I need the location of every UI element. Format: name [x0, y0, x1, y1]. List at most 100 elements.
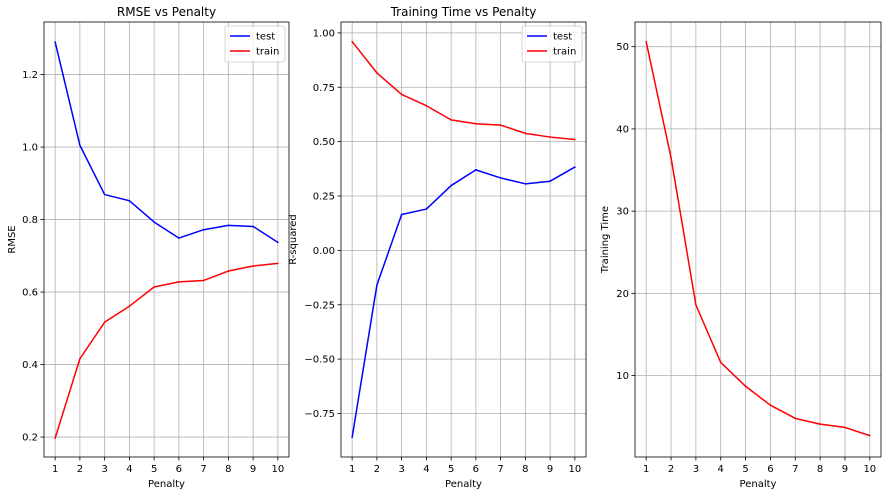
legend-box [521, 25, 583, 63]
subplot-3: 1 2 3 4 5 6 7 8 9 10 10 20 30 40 50 Penalty Training Tim… [600, 21, 882, 490]
y-tick-label: 0.75 [313, 83, 335, 94]
x-tick-label: 10 [271, 464, 284, 475]
chart-title: Training Time vs Penalty [390, 5, 537, 19]
x-axis-label: Penalty [445, 479, 482, 490]
x-tick-label: 3 [693, 464, 699, 475]
data-point [719, 361, 722, 364]
data-point [574, 166, 576, 168]
data-point [869, 434, 871, 437]
x-tick-label: 4 [423, 464, 429, 475]
data-point [79, 357, 81, 360]
data-point [549, 180, 551, 183]
data-point [252, 225, 254, 228]
plot-frame [340, 21, 587, 458]
data-point [524, 132, 527, 135]
y-tick-label: 40 [616, 124, 629, 135]
data-point [202, 228, 205, 231]
data-point [744, 385, 747, 388]
data-point [695, 304, 697, 306]
x-tick-label: 4 [718, 464, 724, 475]
plot-frame [634, 21, 882, 458]
chart-title: RMSE vs Penalty [117, 5, 216, 19]
y-axis-label: RMSE [7, 225, 18, 253]
y-tick-label: 0.8 [22, 215, 38, 226]
data-point [450, 184, 452, 187]
data-point [227, 224, 230, 227]
legend: test train [224, 25, 286, 63]
x-axis-label: Penalty [740, 479, 777, 490]
y-tick-label: 1.00 [313, 28, 335, 39]
y-tick-label: −0.75 [304, 409, 335, 420]
x-tick-label: 5 [151, 464, 157, 475]
x-tick-label: 7 [200, 464, 206, 475]
data-point [277, 262, 279, 265]
x-tick-label: 4 [126, 464, 132, 475]
legend: test train [521, 25, 583, 63]
series-line-train [54, 262, 278, 439]
data-point [128, 199, 131, 202]
x-tick-label: 9 [250, 464, 256, 475]
x-tick-label: 3 [398, 464, 404, 475]
x-tick-label: 7 [792, 464, 798, 475]
data-point [376, 284, 378, 286]
x-tick-label: 5 [742, 464, 748, 475]
x-tick-label: 2 [77, 464, 83, 475]
data-point [475, 122, 477, 125]
data-point [376, 72, 378, 74]
data-point [400, 93, 403, 96]
x-tick-label: 7 [497, 464, 503, 475]
data-point [475, 169, 477, 171]
legend-label: train [256, 47, 279, 58]
x-tick-label: 2 [668, 464, 674, 475]
data-point [844, 426, 846, 429]
data-point [425, 104, 428, 107]
data-point [79, 144, 81, 147]
x-tick-label: 2 [374, 464, 380, 475]
data-point [794, 417, 797, 420]
data-point [103, 193, 106, 196]
data-point [351, 436, 353, 439]
data-point [549, 136, 551, 138]
y-tick-label: 1.0 [22, 143, 38, 154]
data-point [769, 404, 772, 406]
x-tick-label: 9 [547, 464, 553, 475]
data-point [670, 156, 672, 159]
y-tick-label: −0.50 [304, 355, 335, 366]
y-tick-label: 0.6 [22, 288, 38, 299]
data-point [128, 305, 131, 308]
data-point [54, 437, 56, 439]
x-tick-label: 8 [225, 464, 231, 475]
series-line-test [351, 166, 576, 438]
x-tick-label: 5 [448, 464, 454, 475]
y-tick-label: 0.2 [22, 433, 38, 444]
x-tick-label: 3 [101, 464, 107, 475]
data-point [645, 40, 647, 43]
data-point [277, 241, 279, 244]
legend-label: train [553, 47, 576, 58]
series-line-training-time [645, 41, 871, 437]
data-point [178, 237, 180, 239]
data-point [227, 270, 230, 272]
y-tick-label: 1.2 [22, 70, 38, 81]
data-point [252, 265, 254, 267]
data-point [574, 138, 576, 141]
y-axis-label: R-squared [288, 214, 299, 265]
x-tick-label: 6 [473, 464, 479, 475]
data-point [499, 124, 502, 126]
x-tick-label: 8 [522, 464, 528, 475]
data-point [178, 281, 180, 283]
x-tick-label: 1 [52, 464, 58, 475]
data-point [153, 286, 155, 288]
x-tick-label: 6 [176, 464, 182, 475]
data-point [524, 183, 527, 185]
legend-box [224, 25, 286, 63]
series-line-train [351, 41, 575, 141]
y-tick-label: 10 [616, 371, 629, 382]
y-tick-label: 0.00 [313, 246, 335, 257]
data-point [450, 119, 452, 121]
data-point [819, 423, 821, 425]
x-axis-label: Penalty [148, 479, 185, 490]
series-line-test [54, 41, 279, 244]
y-tick-label: 0.4 [22, 360, 38, 371]
y-tick-label: 20 [616, 289, 629, 300]
